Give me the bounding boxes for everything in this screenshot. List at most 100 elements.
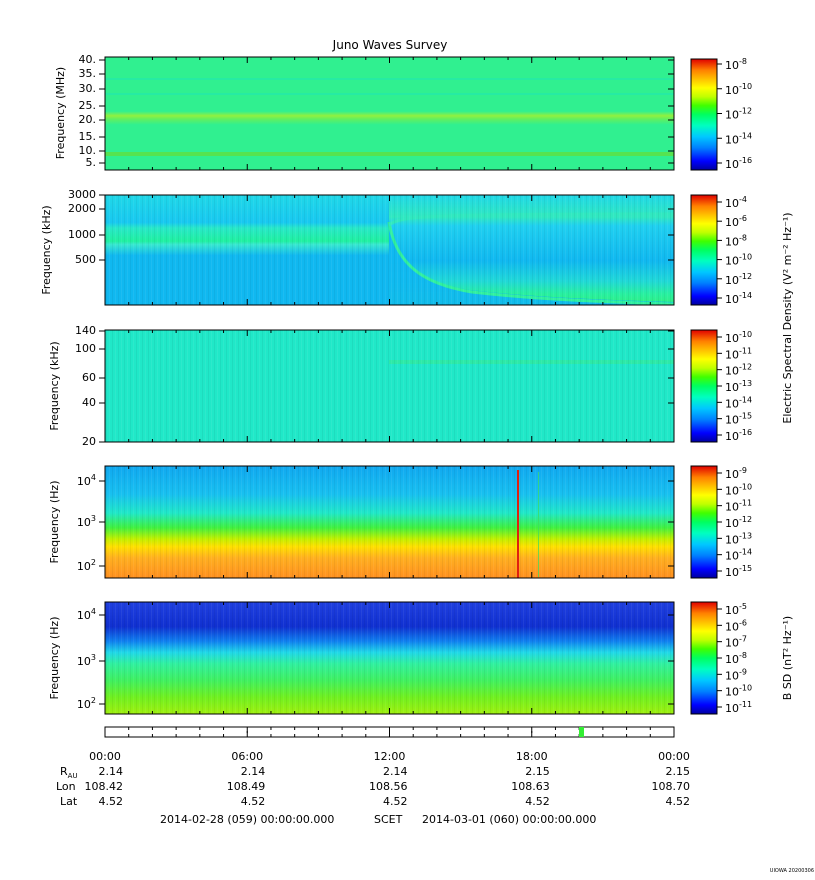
colorbar-tick-label: 10-15	[725, 564, 752, 579]
ephemeris-value-rau: 2.14	[241, 765, 266, 778]
colorbar-tick-label: 10-6	[725, 214, 747, 229]
ylabel-hz-2: Frequency (Hz)	[48, 617, 61, 700]
colorbar-tick-label: 10-13	[725, 379, 752, 394]
timeline-strip	[104, 726, 675, 738]
x-tick-label: 00:00	[89, 750, 121, 763]
y-tick-label: 140	[75, 324, 96, 337]
colorbar-tick-label: 10-10	[725, 253, 752, 268]
ephemeris-value-lat: 4.52	[525, 795, 550, 808]
panel-lfr-low-magnetic: 104 103 102 Frequency (Hz)	[48, 601, 675, 715]
ephemeris-value-rau: 2.15	[525, 765, 550, 778]
ylabel-khz-1: Frequency (kHz)	[40, 205, 53, 294]
colorbar-tick-label: 10-5	[725, 602, 747, 617]
ephemeris-value-lon: 108.63	[511, 780, 550, 793]
figure-title: Juno Waves Survey	[332, 38, 448, 52]
x-tick-labels: 00:00 06:00 12:00 18:00 00:00	[89, 750, 690, 763]
spectrogram-hfr-high	[105, 57, 674, 170]
time-start: 2014-02-28 (059) 00:00:00.000	[160, 813, 334, 826]
ephemeris-value-lat: 4.52	[666, 795, 691, 808]
ephemeris-value-lat: 4.52	[241, 795, 266, 808]
y-tick-label: 35.	[79, 67, 97, 80]
colorbar-tick-label: 10-10	[725, 330, 752, 345]
ylabel-hz-1: Frequency (Hz)	[48, 481, 61, 564]
colorbar-tick-label: 10-11	[725, 346, 752, 361]
y-tick-label: 30.	[79, 82, 97, 95]
y-tick-label: 20.	[79, 113, 97, 126]
y-tick-label: 3000	[68, 188, 96, 201]
ephemeris-value-lon: 108.56	[369, 780, 408, 793]
panel-lfr-high: 140 100 60 40 20 Frequency (kHz)	[48, 324, 675, 448]
colorbar-tick-label: 10-8	[725, 651, 747, 666]
y-tick-label: 25.	[79, 99, 97, 112]
y-tick-label: 103	[77, 514, 96, 529]
colorbar-2: 10-4 10-6 10-8 10-10 10-12 10-14	[690, 194, 752, 306]
colorbar-tick-label: 10-10	[725, 482, 752, 497]
colorbar-tick-label: 10-8	[725, 233, 747, 248]
y-tick-label: 500	[75, 253, 96, 266]
colorbar-tick-label: 10-4	[725, 195, 747, 210]
x-tick-label: 00:00	[658, 750, 690, 763]
y-tick-label: 20	[82, 435, 96, 448]
colorbar-tick-label: 10-14	[725, 548, 752, 563]
colorbar-tick-label: 10-10	[725, 82, 752, 97]
x-tick-label: 06:00	[231, 750, 263, 763]
colorbar-tick-label: 10-7	[725, 635, 747, 650]
y-tick-label: 40	[82, 396, 96, 409]
colorbar-tick-label: 10-14	[725, 291, 752, 306]
colorbar-tick-label: 10-12	[725, 363, 752, 378]
colorbar-tick-label: 10-9	[725, 466, 747, 481]
y-tick-label: 100	[75, 342, 96, 355]
y-tick-label: 103	[77, 653, 96, 668]
y-tick-label: 104	[77, 607, 96, 622]
panel-hfr-high: 5.10.15. 20.25. 30. 35.40. Frequency (MHz)	[54, 53, 675, 171]
y-tick-label: 104	[77, 473, 96, 488]
ephemeris-value-lon: 108.42	[85, 780, 124, 793]
colorbar-tick-label: 10-13	[725, 531, 752, 546]
timeline-marker	[579, 727, 584, 737]
y-tick-label: 5.	[86, 156, 97, 169]
ephemeris-value-rau: 2.15	[666, 765, 691, 778]
ephem-label-lon: Lon	[56, 780, 76, 793]
colorbar-tick-label: 10-16	[725, 156, 752, 171]
ephemeris-value-lat: 4.52	[383, 795, 408, 808]
y-tick-label: 10.	[79, 144, 97, 157]
colorbar-tick-label: 10-15	[725, 412, 752, 427]
y-tick-label: 60	[82, 371, 96, 384]
ephemeris-table: RAU Lon Lat 2.14 2.14 2.14 2.15 2.15 108.42 10…	[56, 765, 690, 808]
panel-lfr-low-electric: 104 103 102 Frequency (Hz)	[48, 465, 675, 579]
colorbar-tick-label: 10-16	[725, 428, 752, 443]
y-tick-label: 15.	[79, 130, 97, 143]
ephem-label-lat: Lat	[60, 795, 78, 808]
ephemeris-value-lat: 4.52	[99, 795, 124, 808]
y-tick-label: 1000	[68, 228, 96, 241]
y-tick-label: 40.	[79, 53, 97, 66]
colorbar-tick-label: 10-14	[725, 395, 752, 410]
colorbar-tick-label: 10-8	[725, 57, 747, 72]
colorbar-tick-label: 10-9	[725, 667, 747, 682]
ephem-label-rau: RAU	[60, 765, 78, 780]
colorbar-tick-label: 10-6	[725, 618, 747, 633]
x-tick-label: 18:00	[516, 750, 548, 763]
y-tick-label: 2000	[68, 202, 96, 215]
colorbar-tick-label: 10-14	[725, 131, 752, 146]
colorbar-tick-label: 10-11	[725, 700, 752, 715]
spike-line	[517, 470, 519, 578]
ylabel-khz-2: Frequency (kHz)	[48, 341, 61, 430]
colorbar-tick-label: 10-12	[725, 107, 752, 122]
colorbar-tick-label: 10-10	[725, 684, 752, 699]
time-end: 2014-03-01 (060) 00:00:00.000	[422, 813, 596, 826]
footer-credit: UIOWA 20200306	[770, 868, 814, 874]
ephemeris-value-rau: 2.14	[383, 765, 408, 778]
ephemeris-value-lon: 108.49	[227, 780, 266, 793]
y-tick-label: 102	[77, 558, 96, 573]
x-tick-label: 12:00	[374, 750, 406, 763]
colorbar-1: 10-8 10-10 10-12 10-14 10-16	[690, 57, 752, 171]
ephemeris-value-lon: 108.70	[652, 780, 691, 793]
colorbar-tick-label: 10-12	[725, 515, 752, 530]
colorbar-label-magnetic: B SD (nT² Hz⁻¹)	[781, 616, 794, 700]
scet-label: SCET	[374, 813, 403, 826]
